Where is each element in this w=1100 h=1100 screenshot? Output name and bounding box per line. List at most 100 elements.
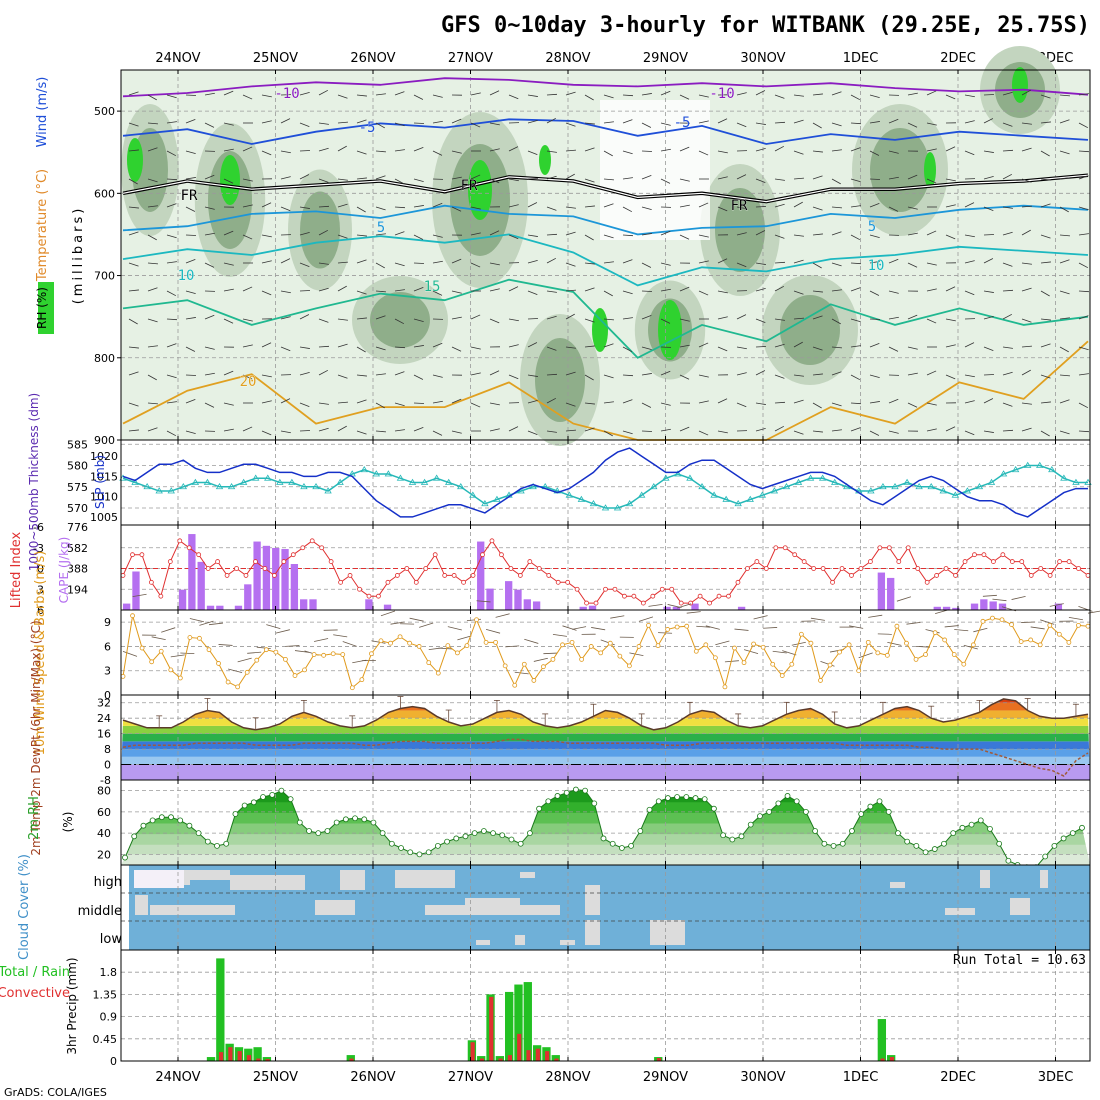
wind-barb [869, 290, 880, 296]
thickness-point [746, 495, 754, 502]
wind-barb [413, 345, 424, 348]
wind-speed-point [225, 679, 231, 685]
thickness-point [408, 478, 417, 485]
precip-conv-bar [489, 996, 494, 1061]
wind-barb [1002, 402, 1013, 407]
wind-barb [508, 178, 519, 182]
wind-barb [508, 204, 519, 208]
thickness-point [493, 495, 501, 502]
wind-speed-point [579, 656, 585, 662]
wind-barb [128, 149, 139, 152]
li-point [196, 552, 202, 558]
li-point [366, 593, 372, 599]
rh-point [775, 800, 782, 807]
wind-barb [1021, 318, 1032, 323]
wind-barb [337, 401, 348, 404]
wind-barb [1030, 626, 1045, 630]
rh-high-contour [220, 155, 240, 205]
cape-bar [877, 572, 886, 610]
rh-point [149, 817, 156, 824]
wind-barb [409, 617, 424, 622]
li-point [593, 600, 599, 606]
wind-barb [166, 234, 177, 239]
wind-barb [318, 345, 330, 348]
wind-barb [983, 118, 994, 124]
clear-sky-block [945, 908, 975, 915]
wind-barb [280, 316, 291, 320]
li-point [697, 593, 703, 599]
wind-barb [793, 234, 804, 237]
wind-barb [432, 150, 443, 156]
wind-barb [266, 624, 281, 630]
wind-barb [508, 234, 519, 240]
y-tick-label: 1.35 [93, 988, 118, 1001]
wind-barb [147, 374, 157, 381]
li-point [1047, 573, 1053, 578]
y-tick-label: 0 [110, 1055, 117, 1068]
wind-barb [223, 178, 234, 184]
wind-speed-point [359, 677, 365, 683]
wind-barb [717, 176, 728, 180]
wind-barb [1059, 206, 1069, 213]
wind-speed-point [722, 684, 728, 690]
wind-barb [318, 89, 329, 96]
wind-barb [356, 346, 366, 353]
wind-barb [565, 429, 576, 432]
wind-barb [1040, 430, 1050, 437]
wind-speed-point [244, 669, 250, 675]
thickness-point [951, 491, 960, 498]
wind-speed-point [904, 640, 909, 646]
thickness-point [481, 499, 489, 507]
wind-barb [208, 622, 224, 626]
wind-barb [983, 316, 994, 320]
rh-point [388, 840, 395, 847]
thickness-point [722, 495, 730, 502]
wind-barb [223, 262, 234, 266]
wind-speed-point [875, 650, 881, 656]
chart-title: GFS 0~10day 3-hourly for WITBANK (29.25E… [441, 13, 1090, 38]
wind-barb [736, 174, 747, 180]
wind-barb [1002, 149, 1014, 152]
wind-barb [774, 285, 785, 292]
rh-point [812, 828, 819, 834]
wind-barb [1059, 259, 1070, 264]
x-tick-label-top: 30NOV [740, 51, 785, 66]
y-tick-label-li: -3 [33, 542, 44, 555]
wind-barb [868, 614, 883, 618]
wind-barb [470, 314, 481, 320]
thickness-point [674, 470, 682, 477]
wind-speed-point [626, 663, 632, 669]
wind-barb [1002, 371, 1013, 376]
wind-speed-point [884, 652, 890, 658]
wind-speed-point [741, 660, 747, 666]
wind-barb [470, 232, 481, 236]
wind-barb [508, 94, 519, 100]
x-tick-label-bottom: 28NOV [545, 1070, 590, 1085]
wind-barb [812, 175, 823, 180]
rh-point [444, 838, 450, 845]
li-point [820, 566, 826, 571]
li-point [565, 579, 571, 585]
legend-wind: Wind (m/s) [35, 77, 50, 148]
cape-bar [477, 541, 485, 610]
li-point [678, 600, 684, 606]
li-point [262, 566, 268, 571]
wind-barb [584, 287, 595, 292]
wind-barb [869, 343, 880, 348]
wind-barb [199, 620, 214, 626]
wind-barb [147, 122, 158, 125]
thickness-point [191, 478, 200, 485]
wind-barb [413, 427, 424, 432]
x-tick-label-top: 1DEC [843, 51, 879, 66]
wind-speed-point [407, 640, 413, 646]
y-axis-title: (millibars) [71, 206, 86, 305]
rh-high-contour [539, 145, 551, 175]
y-tick-label: 0 [104, 689, 111, 702]
slp-line [122, 447, 1088, 518]
li-point [413, 579, 419, 585]
y-tick-label-cape: 776 [67, 521, 88, 534]
rh-point [572, 786, 579, 793]
wind-barb [189, 618, 204, 623]
thickness-point [637, 491, 646, 498]
wind-speed-point [435, 670, 441, 676]
